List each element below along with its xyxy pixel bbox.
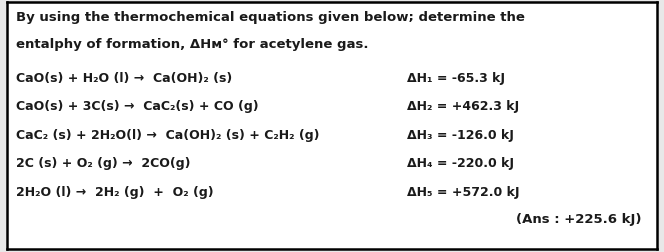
Text: (Ans : +225.6 kJ): (Ans : +225.6 kJ) <box>515 212 641 225</box>
Text: ΔH₃ = -126.0 kJ: ΔH₃ = -126.0 kJ <box>407 129 514 141</box>
Text: ΔH₅ = +572.0 kJ: ΔH₅ = +572.0 kJ <box>407 185 519 198</box>
Text: 2C (s) + O₂ (g) →  2CO(g): 2C (s) + O₂ (g) → 2CO(g) <box>17 157 191 170</box>
Text: ΔH₂ = +462.3 kJ: ΔH₂ = +462.3 kJ <box>407 100 519 113</box>
Text: 2H₂O (l) →  2H₂ (g)  +  O₂ (g): 2H₂O (l) → 2H₂ (g) + O₂ (g) <box>17 185 214 198</box>
Text: ΔH₄ = -220.0 kJ: ΔH₄ = -220.0 kJ <box>407 157 514 170</box>
Text: CaC₂ (s) + 2H₂O(l) →  Ca(OH)₂ (s) + C₂H₂ (g): CaC₂ (s) + 2H₂O(l) → Ca(OH)₂ (s) + C₂H₂ … <box>17 129 320 141</box>
Text: By using the thermochemical equations given below; determine the: By using the thermochemical equations gi… <box>17 11 525 24</box>
Text: entalphy of formation, ΔHᴍ° for acetylene gas.: entalphy of formation, ΔHᴍ° for acetylen… <box>17 38 369 51</box>
Text: CaO(s) + H₂O (l) →  Ca(OH)₂ (s): CaO(s) + H₂O (l) → Ca(OH)₂ (s) <box>17 72 232 85</box>
Text: CaO(s) + 3C(s) →  CaC₂(s) + CO (g): CaO(s) + 3C(s) → CaC₂(s) + CO (g) <box>17 100 259 113</box>
Text: ΔH₁ = -65.3 kJ: ΔH₁ = -65.3 kJ <box>407 72 505 85</box>
